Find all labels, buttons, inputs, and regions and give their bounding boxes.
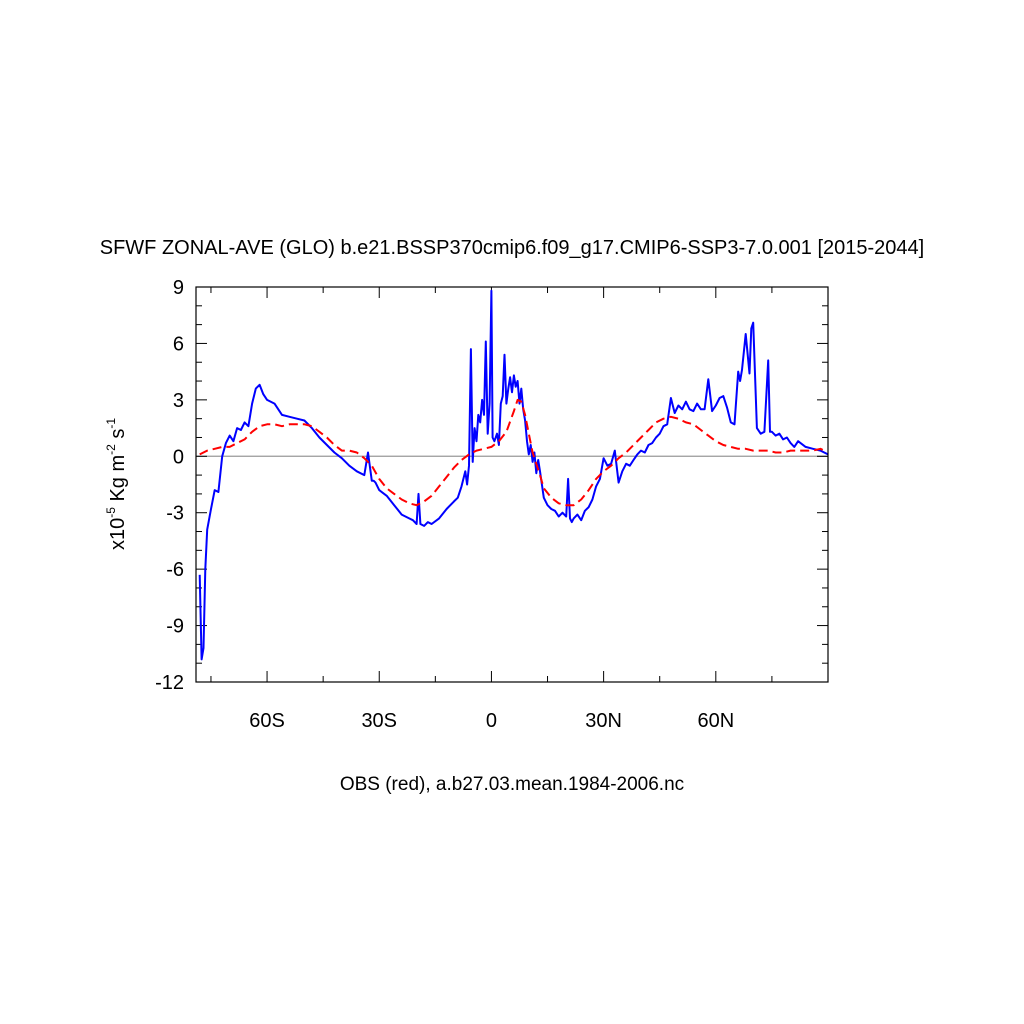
y-tick-label: -9 <box>166 616 184 638</box>
model-series-line <box>198 289 829 661</box>
chart-title: SFWF ZONAL-AVE (GLO) b.e21.BSSP370cmip6.… <box>100 237 924 259</box>
chart-subtitle: OBS (red), a.b27.03.mean.1984-2006.nc <box>340 774 684 795</box>
y-tick-label: 0 <box>173 446 184 468</box>
x-tick-label: 30S <box>361 710 397 732</box>
x-tick-label: 60N <box>697 710 734 732</box>
x-tick-label: 30N <box>585 710 622 732</box>
y-tick-label: 6 <box>173 333 184 355</box>
y-tick-label: 3 <box>173 390 184 412</box>
plot-area: 9 6 3 0 -3 -6 -9 -12 60S 30S 0 30N 60N <box>155 277 829 732</box>
y-tick-label: -3 <box>166 503 184 525</box>
y-tick-label: -6 <box>166 559 184 581</box>
plot-frame <box>195 286 829 683</box>
y-axis-label: x10-5 Kg m-2 s-1 <box>104 418 129 550</box>
x-tick-label: 60S <box>249 710 285 732</box>
x-tick-label: 0 <box>486 710 497 732</box>
y-tick-label: 9 <box>173 277 184 299</box>
obs-series-line <box>199 398 825 507</box>
y-tick-label: -12 <box>155 672 184 694</box>
